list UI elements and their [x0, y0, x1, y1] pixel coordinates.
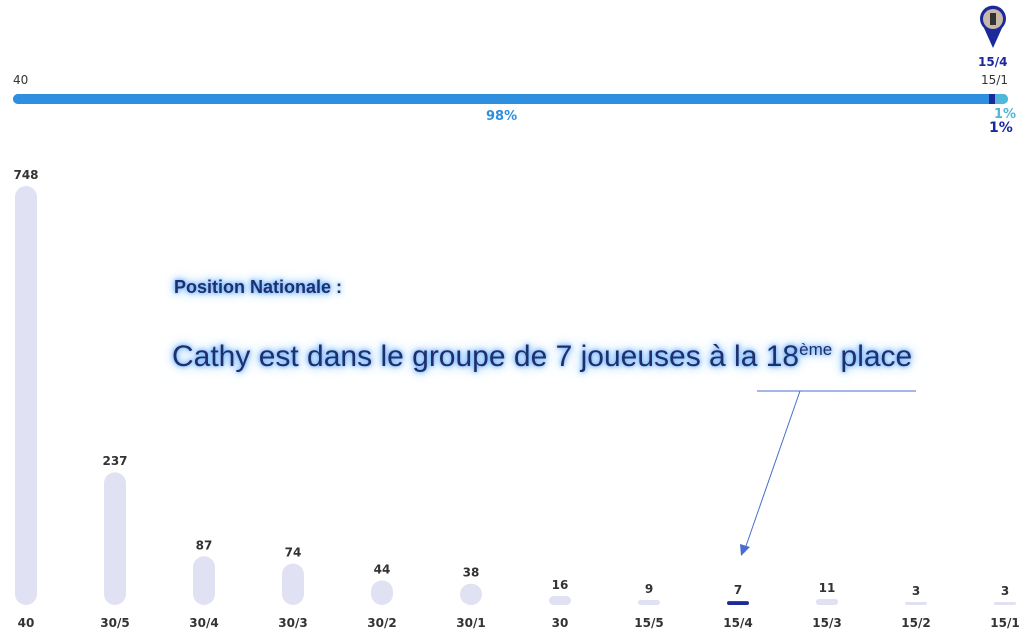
category-label: 15/4	[723, 616, 752, 630]
segment-current	[989, 94, 995, 104]
category-label: 30/1	[456, 616, 485, 630]
bar-30/1	[460, 583, 482, 605]
category-label: 40	[18, 616, 35, 630]
annotation-text: Cathy est dans le groupe de 7 joueuses à…	[172, 340, 912, 374]
category-label: 15/5	[634, 616, 663, 630]
category-label: 15/1	[990, 616, 1019, 630]
segment-upper	[995, 94, 1008, 104]
segment-main	[13, 94, 989, 104]
value-label: 16	[552, 578, 569, 592]
category-label: 30/4	[189, 616, 218, 630]
category-label: 30/2	[367, 616, 396, 630]
value-label: 11	[819, 581, 836, 595]
value-label: 44	[374, 562, 391, 576]
player-avatar-pin-icon	[978, 4, 1008, 48]
category-label: 30/5	[100, 616, 129, 630]
annotation-arrow	[745, 390, 801, 547]
category-label: 30/3	[278, 616, 307, 630]
current-rank-label: 15/4	[978, 55, 1008, 69]
value-label: 748	[13, 168, 38, 182]
bar-15/5	[638, 599, 660, 605]
bar-40	[15, 186, 37, 605]
bar-15/4	[727, 601, 749, 605]
arrow-head-icon	[740, 544, 750, 556]
category-label: 30	[552, 616, 569, 630]
value-label: 87	[196, 538, 213, 552]
annotation-heading: Position Nationale :	[174, 277, 343, 297]
bar-30/2	[371, 580, 393, 605]
value-label: 7	[734, 583, 742, 597]
category-label: 15/3	[812, 616, 841, 630]
progress-right-label: 15/1	[981, 73, 1008, 87]
value-label: 74	[285, 546, 302, 560]
bar-30/3	[282, 563, 304, 605]
segment-current-percent: 1%	[989, 120, 1013, 136]
bar-30/5	[104, 472, 126, 605]
bar-30	[549, 596, 571, 605]
value-label: 237	[102, 454, 127, 468]
annotation-superscript: ème	[799, 340, 833, 359]
bar-15/3	[816, 598, 838, 605]
segment-main-percent: 98%	[486, 109, 518, 124]
annotation-text-main: Cathy est dans le groupe de 7 joueuses à…	[172, 340, 800, 373]
progress-left-label: 40	[13, 73, 29, 87]
bar-15/2	[905, 602, 927, 605]
value-label: 3	[1001, 584, 1009, 598]
distribution-progress-bar	[13, 94, 1008, 104]
bar-30/4	[193, 556, 215, 605]
value-label: 9	[645, 582, 653, 596]
segment-upper-percent: 1%	[994, 107, 1017, 122]
bar-15/1	[994, 602, 1016, 605]
category-label: 15/2	[901, 616, 930, 630]
value-label: 38	[463, 566, 480, 580]
annotation-text-end: place	[832, 340, 913, 373]
value-label: 3	[912, 584, 920, 598]
